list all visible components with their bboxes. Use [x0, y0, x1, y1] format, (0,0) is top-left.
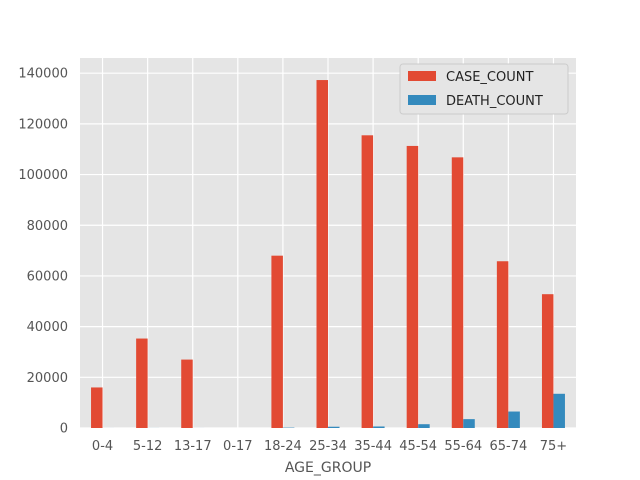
bars — [91, 80, 565, 428]
bar-death-count — [373, 426, 385, 428]
bar-case-count — [91, 387, 103, 428]
x-axis-label: AGE_GROUP — [285, 460, 371, 476]
bar-case-count — [541, 294, 554, 428]
y-tick-label: 60000 — [27, 269, 68, 284]
legend-swatch — [408, 95, 436, 105]
legend-swatch — [408, 71, 436, 81]
bar-case-count — [451, 157, 464, 428]
bar-death-count — [328, 426, 340, 428]
y-tick-label: 100000 — [18, 168, 68, 183]
x-tick-label: 55-64 — [444, 439, 482, 454]
bar-case-count — [271, 255, 283, 428]
y-axis-ticks: 0 20000 40000 60000 80000 100000 120000 140000 — [18, 67, 68, 437]
x-tick-label: 13-17 — [174, 439, 212, 454]
y-tick-label: 140000 — [18, 67, 68, 82]
y-tick-label: 0 — [60, 422, 68, 437]
bar-case-count — [316, 80, 328, 428]
bar-death-count — [553, 393, 565, 428]
y-tick-label: 80000 — [27, 219, 68, 234]
legend-label: DEATH_COUNT — [446, 94, 543, 109]
bar-death-count — [463, 419, 475, 428]
bar-death-count — [418, 424, 430, 428]
x-tick-label: 75+ — [540, 439, 567, 454]
y-tick-label: 20000 — [27, 371, 68, 386]
legend-box — [399, 63, 569, 115]
legend: CASE_COUNT DEATH_COUNT — [399, 63, 569, 115]
y-tick-label: 120000 — [18, 117, 68, 132]
bar-case-count — [406, 145, 419, 428]
x-tick-label: 18-24 — [264, 439, 302, 454]
bar-case-count — [496, 261, 509, 428]
x-tick-label: 0-4 — [92, 439, 113, 454]
x-tick-label: 0-17 — [223, 439, 253, 454]
bar-case-count — [361, 135, 374, 428]
x-tick-label: 35-44 — [354, 439, 392, 454]
bar-death-count — [508, 411, 520, 428]
x-tick-label: 45-54 — [399, 439, 437, 454]
bar-case-count — [136, 338, 148, 428]
y-tick-label: 40000 — [27, 320, 68, 335]
x-tick-label: 65-74 — [489, 439, 527, 454]
legend-label: CASE_COUNT — [446, 70, 533, 85]
x-axis-ticks: 0-4 5-12 13-17 0-17 18-24 25-34 35-44 45-54 55-6… — [92, 439, 567, 454]
x-tick-label: 5-12 — [133, 439, 163, 454]
bar-case-count — [181, 359, 193, 428]
x-tick-label: 25-34 — [309, 439, 347, 454]
